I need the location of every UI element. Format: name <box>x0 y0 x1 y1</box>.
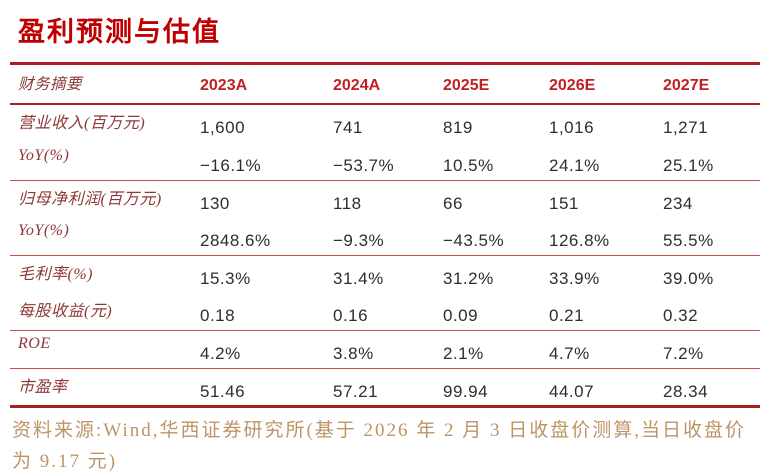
cell-value: 44.07 <box>549 381 595 401</box>
table-row-revenue-yoy: YoY(%) −16.1% −53.7% 10.5% 24.1% 25.1% <box>10 143 760 181</box>
cell-value: 4.2% <box>200 344 241 363</box>
profit-forecast-table: 财务摘要 2023A 2024A 2025E 2026E 2027E 营业收入(… <box>10 62 760 408</box>
table-row-gross-margin: 毛利率(%) 15.3% 31.4% 31.2% 33.9% 39.0% <box>10 255 760 293</box>
column-header-2027e: 2027E <box>663 77 710 94</box>
cell-value: 2.1% <box>443 344 484 363</box>
cell-value: 15.3% <box>200 269 251 288</box>
cell-value: 0.09 <box>443 305 479 325</box>
cell-value: 10.5% <box>443 155 494 175</box>
cell-value: 1,271 <box>663 118 709 137</box>
cell-value: 28.34 <box>663 381 709 401</box>
cell-value: 1,600 <box>200 118 246 137</box>
cell-value: 33.9% <box>549 269 600 288</box>
data-source-note: 资料来源:Wind,华西证券研究所(基于 2026 年 2 月 3 日收盘价测算… <box>12 420 747 472</box>
row-label: YoY(%) <box>18 146 70 164</box>
cell-value: 57.21 <box>333 381 379 401</box>
row-label: 营业收入(百万元) <box>18 115 146 132</box>
cell-value: 130 <box>200 194 230 213</box>
column-header-2026e: 2026E <box>549 77 596 94</box>
row-label: 毛利率(%) <box>18 266 93 283</box>
cell-value: 0.32 <box>663 305 699 325</box>
cell-value: 1,016 <box>549 118 595 137</box>
cell-value: 3.8% <box>333 344 374 363</box>
cell-value: 2848.6% <box>200 230 271 250</box>
table-row-pe-ratio: 市盈率 51.46 57.21 99.94 44.07 28.34 <box>10 367 760 406</box>
row-label: 归母净利润(百万元) <box>18 191 162 208</box>
row-label: 每股收益(元) <box>18 302 113 320</box>
row-label: YoY(%) <box>18 221 70 239</box>
table-row-net-profit-yoy: YoY(%) 2848.6% −9.3% −43.5% 126.8% 55.5% <box>10 218 760 256</box>
column-header-2023a: 2023A <box>200 77 248 94</box>
page-title: 盈利预测与估值 <box>18 17 221 47</box>
cell-value: −43.5% <box>443 230 505 250</box>
row-label: 市盈率 <box>18 378 68 396</box>
table-row-net-profit: 归母净利润(百万元) 130 118 66 151 234 <box>10 180 760 218</box>
cell-value: 0.18 <box>200 305 236 325</box>
cell-value: 151 <box>549 194 579 213</box>
cell-value: 99.94 <box>443 381 489 401</box>
table-row-roe: ROE 4.2% 3.8% 2.1% 4.7% 7.2% <box>10 330 760 368</box>
cell-value: 819 <box>443 118 473 137</box>
cell-value: −16.1% <box>200 155 262 175</box>
cell-value: 31.4% <box>333 269 384 288</box>
cell-value: 31.2% <box>443 269 494 288</box>
table-header-row: 财务摘要 2023A 2024A 2025E 2026E 2027E <box>10 65 760 105</box>
cell-value: 66 <box>443 194 463 213</box>
column-header-2025e: 2025E <box>443 77 490 94</box>
column-header-2024a: 2024A <box>333 77 381 94</box>
cell-value: 55.5% <box>663 230 714 250</box>
cell-value: 126.8% <box>549 230 610 250</box>
cell-value: 741 <box>333 118 363 137</box>
cell-value: 0.16 <box>333 305 369 325</box>
cell-value: 4.7% <box>549 344 590 363</box>
row-label: ROE <box>18 335 51 352</box>
table-row-eps: 每股收益(元) 0.18 0.16 0.09 0.21 0.32 <box>10 293 760 331</box>
cell-value: 7.2% <box>663 344 704 363</box>
cell-value: 25.1% <box>663 155 714 175</box>
cell-value: −9.3% <box>333 230 385 250</box>
column-header-summary: 财务摘要 <box>18 76 83 93</box>
cell-value: 24.1% <box>549 155 600 175</box>
table-row-revenue: 营业收入(百万元) 1,600 741 819 1,016 1,271 <box>10 105 760 143</box>
cell-value: 0.21 <box>549 305 585 325</box>
cell-value: 234 <box>663 194 693 213</box>
cell-value: 51.46 <box>200 381 246 401</box>
cell-value: 39.0% <box>663 269 714 288</box>
cell-value: −53.7% <box>333 155 395 175</box>
cell-value: 118 <box>333 194 362 213</box>
